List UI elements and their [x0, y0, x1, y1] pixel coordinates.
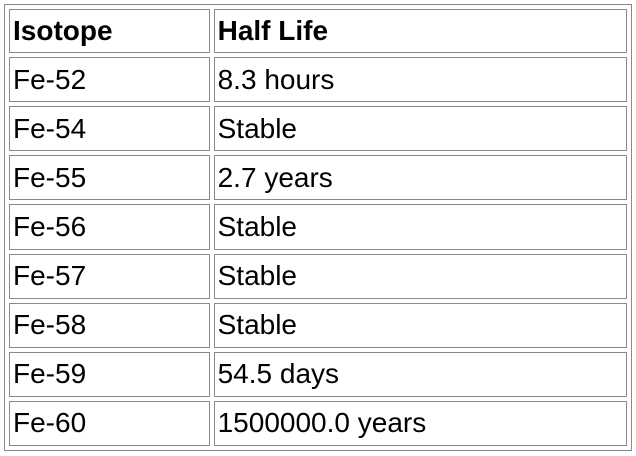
cell-isotope: Fe-60 [9, 400, 210, 446]
cell-half-life: 2.7 years [213, 155, 627, 201]
table-row: Fe-59 54.5 days [9, 351, 627, 397]
cell-half-life: 8.3 hours [213, 57, 627, 103]
table-body: Fe-52 8.3 hours Fe-54 Stable Fe-55 2.7 y… [9, 57, 627, 446]
table-header: Isotope Half Life [9, 9, 627, 53]
cell-isotope: Fe-58 [9, 302, 210, 348]
header-isotope: Isotope [9, 9, 210, 53]
table-row: Fe-52 8.3 hours [9, 57, 627, 103]
cell-half-life: Stable [213, 204, 627, 250]
table-row: Fe-60 1500000.0 years [9, 400, 627, 446]
cell-isotope: Fe-52 [9, 57, 210, 103]
table-row: Fe-56 Stable [9, 204, 627, 250]
table-header-row: Isotope Half Life [9, 9, 627, 53]
cell-isotope: Fe-54 [9, 106, 210, 152]
cell-half-life: Stable [213, 106, 627, 152]
cell-half-life: Stable [213, 253, 627, 299]
header-half-life: Half Life [213, 9, 627, 53]
cell-isotope: Fe-57 [9, 253, 210, 299]
cell-half-life: 1500000.0 years [213, 400, 627, 446]
cell-half-life: Stable [213, 302, 627, 348]
isotope-table: Isotope Half Life Fe-52 8.3 hours Fe-54 … [4, 4, 632, 451]
cell-isotope: Fe-55 [9, 155, 210, 201]
cell-isotope: Fe-59 [9, 351, 210, 397]
cell-isotope: Fe-56 [9, 204, 210, 250]
table-row: Fe-55 2.7 years [9, 155, 627, 201]
table-row: Fe-54 Stable [9, 106, 627, 152]
cell-half-life: 54.5 days [213, 351, 627, 397]
table-row: Fe-57 Stable [9, 253, 627, 299]
table-row: Fe-58 Stable [9, 302, 627, 348]
